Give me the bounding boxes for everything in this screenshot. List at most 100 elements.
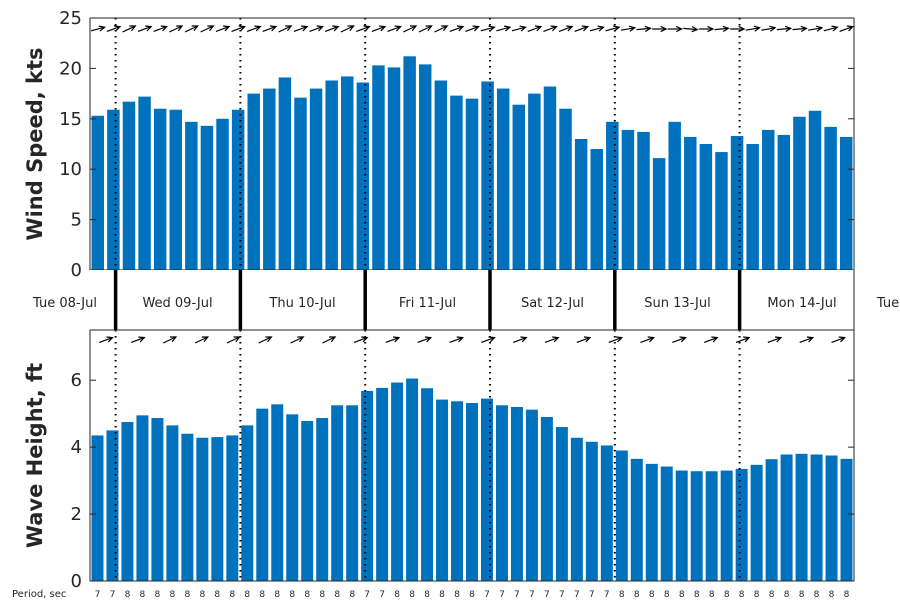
wind-bar	[91, 115, 105, 270]
wind-bar	[185, 121, 198, 270]
arrow-head	[269, 25, 278, 32]
arrow-head	[332, 25, 340, 32]
arrow-head	[301, 25, 309, 32]
period-value: 8	[424, 590, 430, 600]
direction-arrow	[293, 25, 309, 32]
period-value: 8	[394, 590, 400, 600]
wave-bar	[705, 471, 718, 581]
arrow-shaft	[130, 337, 145, 343]
wind-bar	[278, 77, 292, 270]
arrow-shaft	[543, 26, 557, 32]
arrow-shaft	[356, 26, 370, 32]
arrow-shaft	[449, 337, 463, 343]
period-value: 8	[259, 590, 265, 600]
period-value: 8	[125, 590, 131, 600]
arrow-shaft	[417, 337, 432, 343]
arrow-head	[363, 25, 371, 32]
period-value: 8	[170, 590, 176, 600]
wind-bar	[652, 158, 666, 270]
arrow-shaft	[496, 26, 511, 32]
direction-arrow	[735, 336, 751, 343]
direction-arrow	[558, 25, 574, 32]
arrow-shaft	[589, 26, 604, 32]
wind-speed-panel: 0 5 10 15 20 25 Wind Speed, kts	[23, 8, 855, 281]
arrow-shaft	[761, 27, 776, 31]
day-label: Fri 11-Jul	[399, 296, 456, 311]
wind-bar	[122, 101, 136, 270]
arrow-shaft	[636, 27, 651, 31]
wind-bar	[684, 136, 697, 270]
arrow-head	[711, 336, 719, 343]
wave-bar	[361, 390, 374, 581]
wave-bar	[226, 435, 239, 581]
wave-bar	[256, 408, 269, 581]
arrow-shaft	[480, 26, 495, 32]
arrow-head	[410, 25, 418, 32]
arrow-head	[488, 336, 496, 343]
period-value: 7	[364, 590, 370, 600]
wind-bar	[450, 95, 463, 271]
direction-arrow	[511, 25, 527, 32]
wind-bar	[808, 110, 822, 271]
period-value: 8	[814, 590, 820, 600]
arrow-head	[581, 25, 589, 32]
arrow-shaft	[703, 337, 718, 343]
arrow-head	[676, 25, 684, 33]
direction-arrow	[184, 25, 199, 33]
period-value: 8	[769, 590, 775, 600]
arrow-shaft	[371, 26, 386, 32]
arrow-shaft	[231, 26, 245, 32]
period-value: 7	[574, 590, 580, 600]
period-value: 8	[304, 590, 310, 600]
direction-arrow	[761, 25, 777, 32]
direction-arrow	[544, 336, 560, 343]
arrow-shaft	[385, 337, 400, 343]
direction-arrow	[449, 336, 465, 343]
wave-bar	[720, 470, 733, 581]
direction-arrow	[226, 336, 241, 344]
arrow-shaft	[640, 337, 654, 343]
arrow-head	[613, 25, 621, 32]
wind-bar	[481, 81, 494, 270]
arrow-shaft	[200, 25, 214, 33]
wave-bar	[495, 405, 508, 581]
wave-bar	[735, 468, 748, 581]
arrow-head	[441, 25, 449, 32]
direction-arrow	[417, 336, 433, 343]
arrow-shaft	[608, 337, 623, 343]
wave-bar	[436, 399, 449, 581]
arrow-shaft	[839, 26, 854, 32]
period-value: 8	[634, 590, 640, 600]
direction-arrow	[608, 336, 624, 343]
wind-bar	[247, 93, 260, 270]
arrow-shaft	[527, 26, 542, 32]
arrow-shaft	[262, 26, 277, 32]
day-label: Sun 13-Jul	[644, 296, 711, 311]
y-tick-label: 4	[71, 437, 82, 458]
arrow-shaft	[215, 26, 230, 32]
period-value: 8	[619, 590, 625, 600]
direction-arrow	[418, 25, 433, 33]
wind-y-axis-label: Wind Speed, kts	[23, 47, 47, 240]
period-value: 7	[484, 590, 490, 600]
direction-arrow	[262, 25, 278, 32]
arrow-head	[145, 25, 153, 32]
wind-bar	[559, 108, 572, 270]
wave-bar	[675, 470, 688, 581]
wave-bar	[211, 437, 224, 581]
arrow-head	[722, 25, 730, 33]
wind-bar	[621, 129, 635, 270]
arrow-shaft	[90, 26, 105, 32]
y-tick-label: 15	[59, 109, 82, 130]
period-row-label: Period, sec	[12, 589, 66, 600]
arrow-shaft	[162, 336, 177, 344]
wave-bar	[466, 402, 478, 581]
wind-bar	[294, 97, 307, 270]
arrow-shaft	[403, 25, 417, 33]
arrow-head	[800, 25, 808, 33]
period-value: 7	[499, 590, 505, 600]
arrow-shaft	[558, 26, 573, 32]
wave-bar	[271, 404, 284, 581]
arrow-shaft	[122, 25, 136, 33]
arrow-shaft	[683, 27, 698, 31]
